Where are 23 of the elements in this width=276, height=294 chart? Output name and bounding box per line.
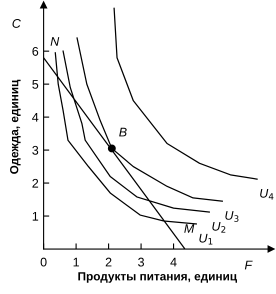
annotation: U$_{2}$ [212, 222, 226, 233]
annotation: U$_{4}$ [260, 188, 274, 200]
y-tick-label: 2 [32, 178, 38, 188]
x-tick-label: 0 [40, 258, 47, 267]
y-axis-title: Одежда, единиц [10, 80, 21, 174]
annotation: U$_{3}$ [225, 211, 238, 222]
y-tick-label: 6 [32, 46, 38, 56]
x-axis-title: Продукты питания, единиц [78, 272, 237, 283]
y-tick-label: 5 [32, 80, 38, 89]
x-tick-label: 2 [106, 258, 112, 266]
annotation: N [50, 37, 60, 46]
annotation: U$_{1}$ [199, 234, 212, 244]
text: C [12, 19, 21, 28]
x-tick-label: 1 [74, 258, 79, 266]
y-tick-label: 4 [32, 113, 38, 122]
y-tick-label: 3 [32, 146, 38, 155]
line-series [113, 8, 258, 180]
x-tick-label: 4 [170, 258, 177, 266]
annotation: B [119, 128, 127, 136]
x-tick-label: 3 [138, 258, 144, 267]
annotation: M [184, 224, 194, 233]
y-tick-label: 1 [32, 212, 38, 221]
text: F [244, 260, 253, 270]
